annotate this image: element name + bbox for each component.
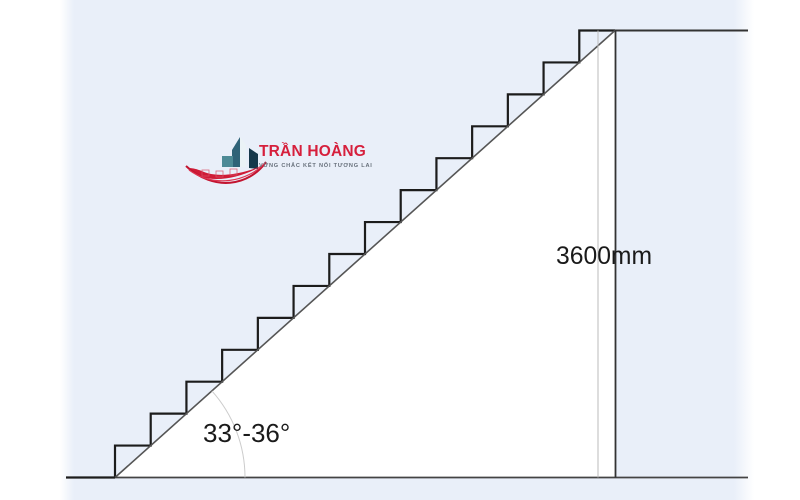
svg-text:TRẦN HOÀNG: TRẦN HOÀNG <box>259 143 366 160</box>
svg-text:3600mm: 3600mm <box>556 243 652 270</box>
svg-text:33°-36°: 33°-36° <box>203 418 290 448</box>
svg-text:VỮNG CHẮC KẾT NỐI TƯƠNG LAI: VỮNG CHẮC KẾT NỐI TƯƠNG LAI <box>259 161 373 169</box>
